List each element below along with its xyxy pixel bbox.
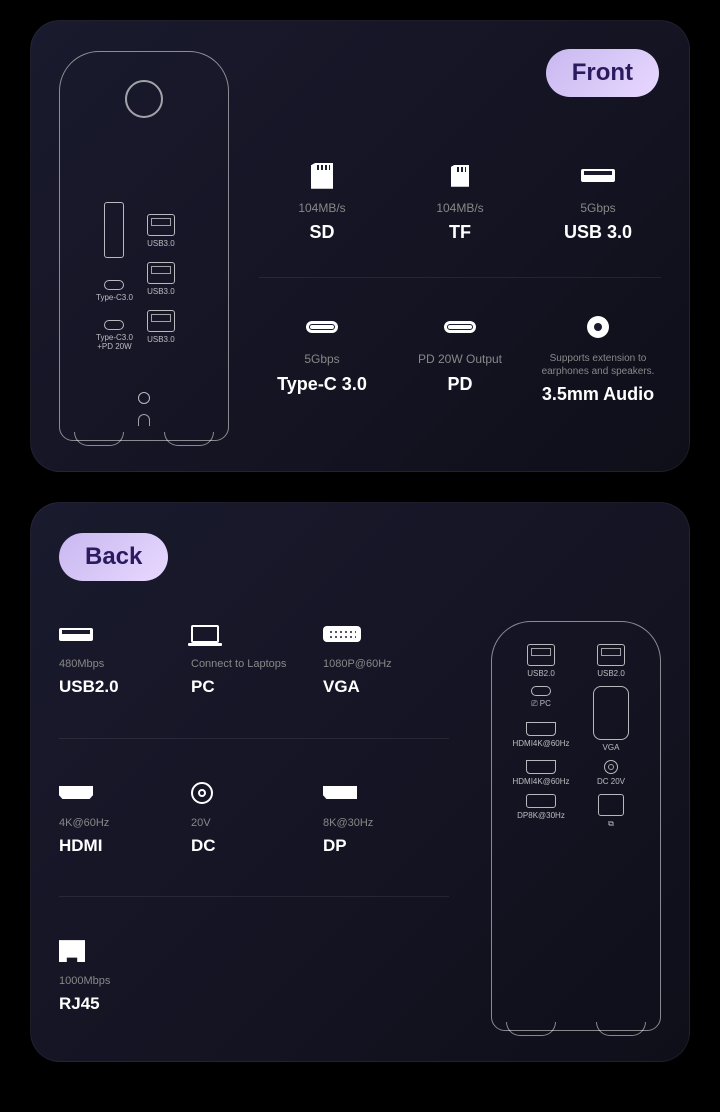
- sd-slot-icon: [104, 202, 124, 258]
- spec-sub: 480Mbps: [59, 657, 185, 671]
- spec-title: VGA: [323, 677, 449, 697]
- port-label: HDMI4K@60Hz: [512, 777, 569, 786]
- spec-title: DC: [191, 836, 317, 856]
- hdmi-port-icon: [526, 722, 556, 736]
- usba-port-icon: [147, 310, 175, 332]
- device-back-outline: USB2.0 USB2.0 ⎚ PC VGA HDMI4K@60Hz HDMI4…: [491, 621, 661, 1031]
- spec-title: USB2.0: [59, 677, 185, 697]
- spec-sub: 1000Mbps: [59, 974, 185, 988]
- spec-sub: 104MB/s: [259, 201, 385, 217]
- usba-port-icon: [527, 644, 555, 666]
- usba-port-icon: [147, 262, 175, 284]
- port-label: HDMI4K@60Hz: [512, 739, 569, 748]
- usbc-port-icon: [104, 280, 124, 290]
- spec-audio: Supports extension to earphones and spea…: [535, 312, 661, 405]
- front-badge: Front: [546, 49, 659, 97]
- spec-title: USB 3.0: [535, 222, 661, 243]
- spec-title: PD: [397, 374, 523, 395]
- usbc-icon: [444, 321, 476, 333]
- spec-title: TF: [397, 222, 523, 243]
- spec-sub: 8K@30Hz: [323, 816, 449, 830]
- spec-title: RJ45: [59, 994, 185, 1014]
- divider: [59, 738, 449, 739]
- vga-port-icon: [593, 686, 629, 740]
- spec-pc: Connect to Laptops PC: [191, 621, 317, 714]
- spec-title: PC: [191, 677, 317, 697]
- hdmi-icon: [59, 786, 93, 799]
- usba-port-icon: [597, 644, 625, 666]
- back-specs-grid: 480Mbps USB2.0 Connect to Laptops PC 108…: [59, 621, 459, 1031]
- port-label: Type-C3.0 +PD 20W: [96, 333, 133, 351]
- spec-usb3: 5Gbps USB 3.0: [535, 161, 661, 244]
- spec-title: 3.5mm Audio: [535, 384, 661, 405]
- device-foot: [506, 1022, 556, 1036]
- port-label: USB2.0: [597, 669, 625, 678]
- usbc-pd-port-icon: [104, 320, 124, 330]
- divider: [259, 277, 661, 278]
- usbc-icon: [306, 321, 338, 333]
- spec-title: SD: [259, 222, 385, 243]
- dc-port-icon: [604, 760, 618, 774]
- spec-vga: 1080P@60Hz VGA: [323, 621, 449, 714]
- front-panel: Front Type-C3.0 Type-C3.0 +PD 20W USB3.0: [30, 20, 690, 472]
- spec-usb2: 480Mbps USB2.0: [59, 621, 185, 714]
- usba-icon: [59, 628, 93, 641]
- spec-title: DP: [323, 836, 449, 856]
- spec-tf: 104MB/s TF: [397, 161, 523, 244]
- rj45-port-icon: [598, 794, 624, 816]
- spec-sub: 5Gbps: [259, 352, 385, 368]
- divider: [59, 896, 449, 897]
- laptop-icon: [191, 625, 219, 643]
- back-badge: Back: [59, 533, 168, 581]
- usba-port-icon: [147, 214, 175, 236]
- spec-dc: 20V DC: [191, 780, 317, 873]
- back-panel: Back 480Mbps USB2.0 Connect to Laptops P…: [30, 502, 690, 1062]
- port-label: USB3.0: [147, 239, 175, 248]
- tf-card-icon: [451, 165, 469, 187]
- spec-dp: 8K@30Hz DP: [323, 780, 449, 873]
- headphone-icon: [138, 414, 150, 426]
- spec-sub: 20V: [191, 816, 317, 830]
- spec-sub: 104MB/s: [397, 201, 523, 217]
- spec-typec: 5Gbps Type-C 3.0: [259, 312, 385, 405]
- audio-jack-icon: [138, 392, 150, 404]
- device-foot: [74, 432, 124, 446]
- port-label: ⧉: [608, 819, 614, 829]
- spec-sd: 104MB/s SD: [259, 161, 385, 244]
- dc-icon: [191, 782, 213, 804]
- front-specs-grid: 104MB/s SD 104MB/s TF 5Gbps USB 3.0 5Gbp…: [259, 51, 661, 441]
- rj45-icon: [59, 940, 85, 962]
- spec-sub: 5Gbps: [535, 201, 661, 217]
- sd-card-icon: [311, 163, 333, 189]
- port-label: VGA: [603, 743, 620, 752]
- port-label: USB3.0: [147, 287, 175, 296]
- power-button-icon: [125, 80, 163, 118]
- dp-icon: [323, 786, 357, 799]
- spec-title: HDMI: [59, 836, 185, 856]
- port-label: Type-C3.0: [96, 293, 133, 302]
- port-label: USB2.0: [527, 669, 555, 678]
- port-label: DC 20V: [597, 777, 625, 786]
- port-label: USB3.0: [147, 335, 175, 344]
- port-label: ⎚ PC: [531, 699, 551, 709]
- spec-sub: PD 20W Output: [397, 352, 523, 368]
- spec-title: Type-C 3.0: [259, 374, 385, 395]
- spec-sub: 4K@60Hz: [59, 816, 185, 830]
- spec-sub: 1080P@60Hz: [323, 657, 449, 671]
- device-foot: [596, 1022, 646, 1036]
- usbc-port-icon: [531, 686, 551, 696]
- spec-sub: Connect to Laptops: [191, 657, 317, 671]
- device-foot: [164, 432, 214, 446]
- dp-port-icon: [526, 794, 556, 808]
- spec-pd: PD 20W Output PD: [397, 312, 523, 405]
- usba-icon: [581, 169, 615, 182]
- audio-icon: [587, 316, 609, 338]
- spec-sub: Supports extension to earphones and spea…: [535, 352, 661, 378]
- port-label: DP8K@30Hz: [517, 811, 565, 820]
- spec-rj45: 1000Mbps RJ45: [59, 938, 185, 1031]
- vga-icon: [323, 626, 361, 642]
- device-front-outline: Type-C3.0 Type-C3.0 +PD 20W USB3.0 USB3.…: [59, 51, 229, 441]
- spec-hdmi: 4K@60Hz HDMI: [59, 780, 185, 873]
- hdmi-port-icon: [526, 760, 556, 774]
